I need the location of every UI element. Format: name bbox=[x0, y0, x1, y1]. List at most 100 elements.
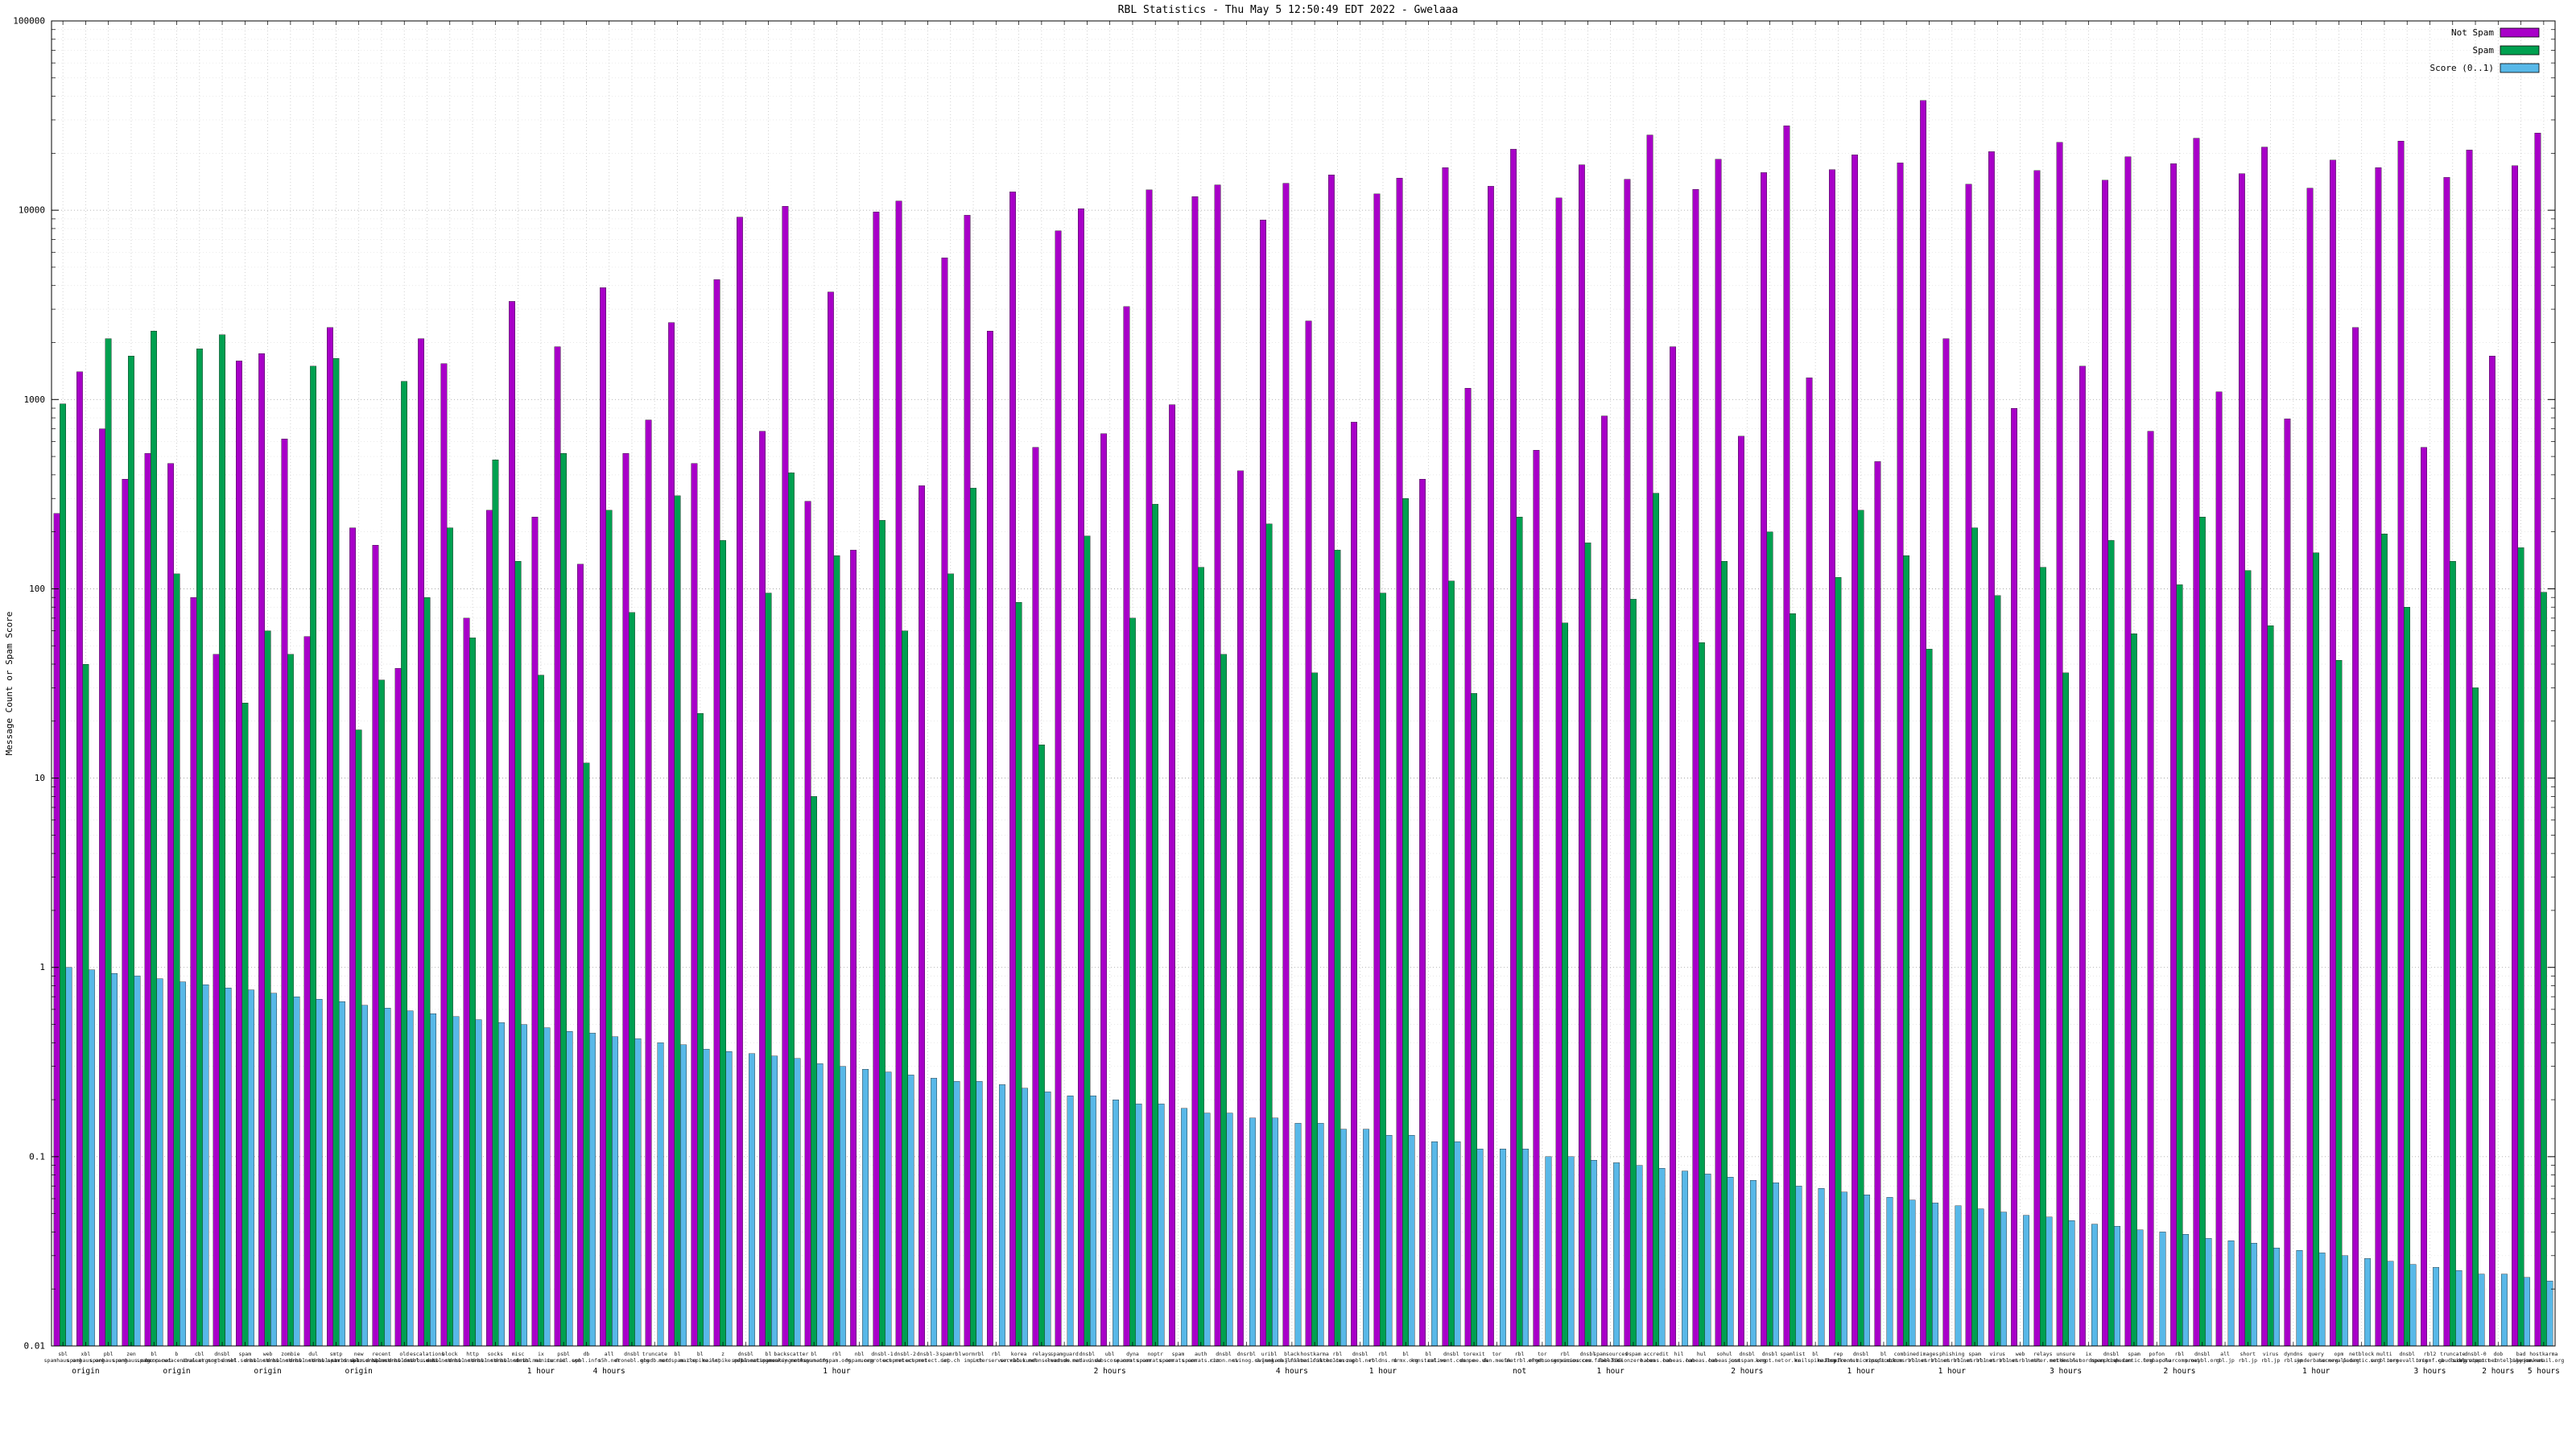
x-tick-label: rbl bbox=[1378, 1351, 1388, 1357]
x-tick-sublabel: justspam.org bbox=[1728, 1357, 1766, 1364]
bar bbox=[1158, 1104, 1165, 1347]
bar bbox=[2500, 1274, 2508, 1347]
bar bbox=[1385, 1134, 1393, 1347]
bar bbox=[1909, 1199, 1916, 1347]
x-tick-sublabel: konstant.no bbox=[1411, 1357, 1446, 1364]
x-tick-sublabel: efnet.org bbox=[1528, 1357, 1556, 1364]
bar bbox=[2176, 584, 2183, 1347]
bar bbox=[2250, 1242, 2257, 1347]
x-tick-label: combined bbox=[1894, 1351, 1919, 1357]
x-tick-sublabel: triumf.ca bbox=[2416, 1357, 2444, 1364]
bar bbox=[2107, 540, 2115, 1347]
bar bbox=[1442, 167, 1449, 1347]
bar bbox=[2079, 365, 2086, 1347]
x-tick-sublabel: dan.me.uk bbox=[1483, 1357, 1511, 1364]
bar bbox=[1363, 1129, 1370, 1347]
x-tick-label: hostkarma bbox=[1301, 1351, 1329, 1357]
bar bbox=[1629, 599, 1637, 1347]
legend-label: Spam bbox=[2473, 45, 2495, 56]
bar bbox=[998, 1084, 1005, 1347]
bar bbox=[2056, 142, 2063, 1347]
bar bbox=[394, 668, 402, 1347]
x-tick-label: short bbox=[2240, 1351, 2256, 1357]
x-tick-label: ix bbox=[538, 1351, 544, 1357]
x-tick-sublabel: surbl.org bbox=[2370, 1357, 2398, 1364]
bar bbox=[1624, 179, 1631, 1347]
bar bbox=[2182, 1233, 2189, 1347]
bar bbox=[696, 712, 704, 1347]
y-axis-title: Message Count or Spam Score bbox=[4, 612, 14, 756]
legend-label: Not Spam bbox=[2451, 27, 2494, 38]
legend-swatch bbox=[2500, 45, 2540, 56]
bar bbox=[127, 355, 134, 1347]
bar bbox=[1920, 100, 1926, 1347]
bar bbox=[1761, 172, 1768, 1347]
bar bbox=[2193, 138, 2200, 1347]
x-tick-sublabel: uceprotect.net bbox=[906, 1357, 950, 1364]
x-tick-label: spamlist bbox=[1780, 1351, 1805, 1357]
x-tick-label: socks bbox=[488, 1351, 504, 1357]
x-tick-sublabel: unsubscore.com bbox=[1088, 1357, 1132, 1364]
x-axis-note: origin bbox=[72, 1367, 99, 1376]
x-axis-note: 1 hour bbox=[1847, 1367, 1876, 1376]
bar bbox=[485, 510, 493, 1347]
bar bbox=[423, 597, 431, 1347]
x-tick-label: multi bbox=[2376, 1351, 2392, 1357]
x-tick-label: xbl bbox=[81, 1351, 91, 1357]
x-tick-sublabel: rbl.msrbl.net bbox=[1955, 1357, 1996, 1364]
bar bbox=[787, 473, 795, 1347]
bar bbox=[566, 1030, 573, 1347]
bar bbox=[1795, 1186, 1802, 1347]
bar bbox=[2244, 570, 2252, 1347]
y-tick-label: 100 bbox=[29, 584, 45, 594]
x-tick-label: http bbox=[466, 1351, 479, 1357]
bar bbox=[2488, 355, 2496, 1347]
bar bbox=[2124, 156, 2132, 1347]
bar bbox=[1942, 338, 1950, 1347]
x-tick-label: 0spam bbox=[1625, 1351, 1641, 1357]
x-tick-label: auth bbox=[1195, 1351, 1208, 1357]
bar bbox=[509, 301, 516, 1347]
x-axis-note: 3 hours bbox=[2050, 1367, 2082, 1376]
bar bbox=[2091, 1224, 2098, 1347]
bar bbox=[144, 452, 151, 1347]
bar bbox=[947, 573, 954, 1347]
x-tick-sublabel: dronebl.org bbox=[614, 1357, 649, 1364]
x-tick-label: web bbox=[263, 1351, 273, 1357]
x-tick-sublabel: pedantic.org bbox=[2343, 1357, 2380, 1364]
axes-frame bbox=[51, 20, 2556, 1347]
bar bbox=[1015, 601, 1022, 1347]
bar bbox=[2205, 1238, 2212, 1347]
x-tick-sublabel: junkemailfilter.com bbox=[1285, 1357, 1344, 1364]
bar bbox=[1379, 592, 1386, 1347]
x-tick-label: rbl bbox=[1515, 1351, 1525, 1357]
bar bbox=[1454, 1141, 1461, 1347]
bar bbox=[811, 796, 818, 1347]
bar bbox=[1317, 1123, 1324, 1347]
bar bbox=[1897, 163, 1904, 1347]
x-tick-sublabel: spamcop.net bbox=[137, 1357, 171, 1364]
x-tick-sublabel: gbudb.org bbox=[2438, 1357, 2467, 1364]
bar bbox=[2238, 173, 2245, 1347]
bar bbox=[310, 365, 317, 1347]
bar bbox=[1653, 493, 1660, 1347]
bar bbox=[1601, 415, 1608, 1347]
bar bbox=[2409, 1264, 2417, 1347]
bar bbox=[1555, 197, 1563, 1347]
bar bbox=[326, 327, 333, 1347]
bar bbox=[1471, 693, 1478, 1347]
x-tick-label: dnsbl bbox=[1853, 1351, 1869, 1357]
x-tick-label: dnsbl bbox=[1080, 1351, 1096, 1357]
x-tick-label: old bbox=[399, 1351, 409, 1357]
x-tick-label: dnsbl bbox=[2194, 1351, 2211, 1357]
bar bbox=[554, 346, 561, 1347]
bar bbox=[2011, 407, 2018, 1347]
x-tick-label: truncate bbox=[642, 1351, 667, 1357]
bar bbox=[1146, 189, 1153, 1347]
bar bbox=[281, 438, 288, 1347]
bar bbox=[2335, 659, 2343, 1347]
x-tick-sublabel: rbl.msrbl.net bbox=[1977, 1357, 2018, 1364]
x-tick-label: dnsbl bbox=[1580, 1351, 1596, 1357]
x-tick-label: dyna bbox=[1126, 1351, 1139, 1357]
bar bbox=[2159, 1232, 2166, 1347]
